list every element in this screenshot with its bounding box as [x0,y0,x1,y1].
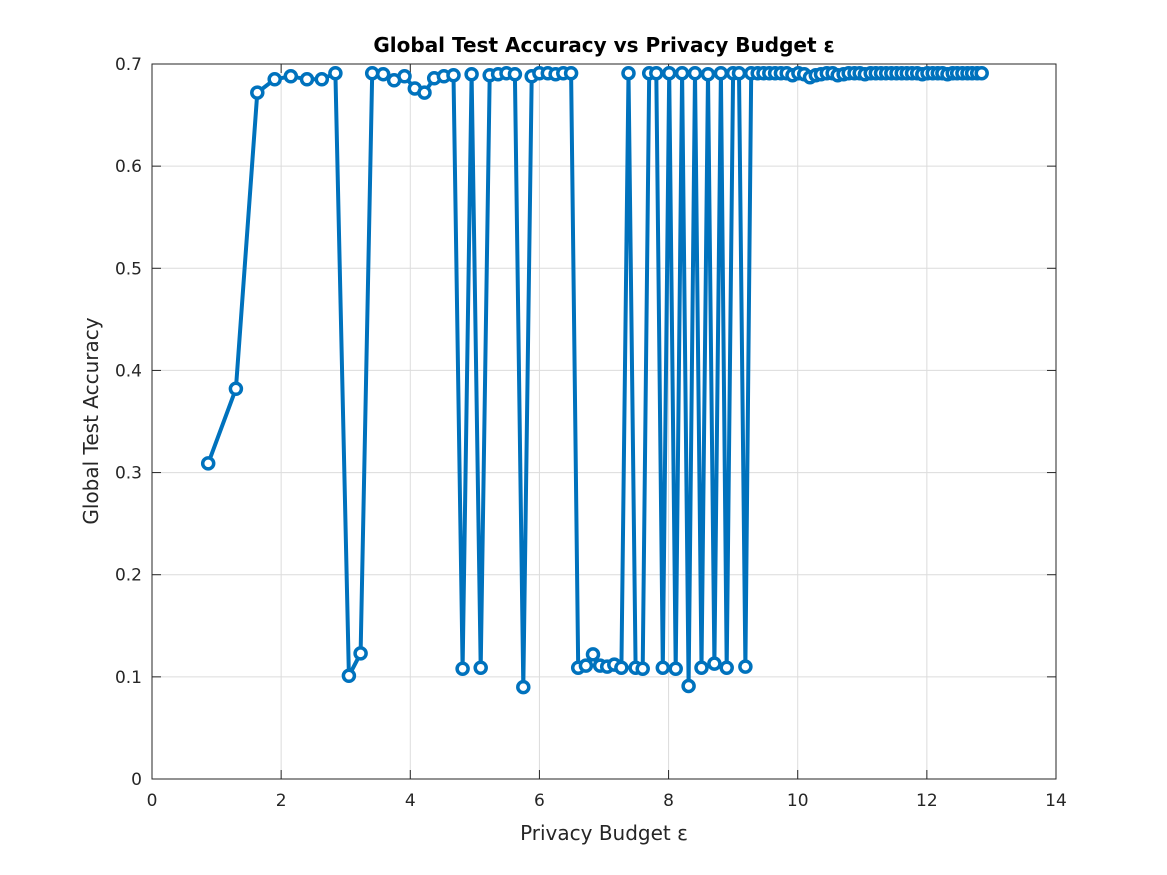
data-point-marker [713,65,729,81]
data-point-marker [267,72,282,87]
y-axis-label: Global Test Accuracy [79,317,103,524]
data-point-marker [585,647,601,662]
data-point-marker [228,381,244,397]
data-point-marker [635,661,650,676]
data-point-marker [507,66,523,82]
x-tick-label: 4 [405,791,416,811]
chart-title: Global Test Accuracy vs Privacy Budget ε [373,33,834,57]
grid [152,64,1056,779]
y-tick-label: 0.4 [115,361,142,381]
data-point-marker [328,65,343,81]
y-tick-label: 0.3 [115,464,142,484]
data-point-marker [353,646,368,661]
x-tick-label: 0 [147,791,158,811]
data-point-marker [283,69,299,84]
x-tick-labels: 0 2 4 6 8 10 12 14 [147,791,1067,811]
y-tick-label: 0.1 [115,668,142,688]
data-point-marker [700,66,716,82]
data-point-marker [455,661,470,676]
data-point-marker [417,85,432,100]
x-axis-label: Privacy Budget ε [520,821,688,845]
data-point-marker [314,72,330,87]
data-point-marker [655,660,671,675]
data-point-marker [649,65,664,81]
data-point-marker [200,456,216,471]
data-point-marker [516,679,531,695]
y-tick-label: 0.5 [115,259,142,279]
data-point-marker [687,65,703,81]
data-point-marker [341,668,357,684]
y-tick-label: 0.6 [115,157,142,177]
y-tick-label: 0.2 [115,566,142,586]
data-point-marker [375,66,391,82]
data-point-marker [668,661,683,676]
data-point-marker [707,656,722,671]
x-tick-label: 6 [534,791,545,811]
data-point-marker [464,66,479,82]
series-group [200,65,989,695]
data-point-marker [621,65,636,81]
data-point-marker [661,65,677,81]
data-point-marker [694,660,709,675]
data-point-marker [731,65,747,81]
x-tick-label: 8 [663,791,674,811]
data-point-marker [473,660,488,675]
data-point-marker [446,67,461,83]
data-point-marker [738,659,753,674]
x-tick-label: 10 [787,791,809,811]
data-point-marker [719,660,734,675]
y-tick-labels: 0 0.1 0.2 0.3 0.4 0.5 0.6 0.7 [115,55,142,790]
data-point-marker [974,65,989,81]
x-tick-label: 14 [1045,791,1067,811]
data-point-marker [250,85,265,100]
axes-box [151,63,1057,780]
data-point-marker [299,72,315,87]
data-point-marker [563,65,579,81]
data-point-marker [681,678,696,694]
y-tick-label: 0 [131,770,142,790]
x-tick-label: 12 [916,791,938,811]
x-tick-label: 2 [276,791,287,811]
data-point-marker [578,658,594,673]
data-point-marker [397,69,412,84]
data-point-marker [614,660,629,675]
y-tick-label: 0.7 [115,55,142,75]
data-point-marker [674,65,690,81]
